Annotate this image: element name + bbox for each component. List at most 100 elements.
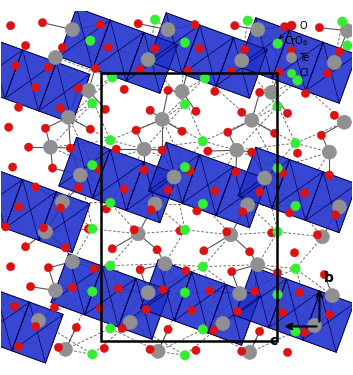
Polygon shape (238, 18, 289, 79)
Circle shape (182, 267, 190, 275)
Circle shape (325, 289, 339, 303)
Circle shape (234, 308, 242, 316)
Circle shape (325, 171, 334, 179)
Circle shape (301, 89, 310, 98)
Circle shape (22, 243, 30, 251)
Circle shape (204, 147, 212, 155)
Circle shape (241, 198, 255, 212)
Circle shape (102, 205, 110, 213)
Circle shape (167, 170, 181, 184)
Circle shape (176, 226, 184, 235)
Polygon shape (272, 159, 323, 220)
Circle shape (11, 61, 20, 70)
Text: b: b (323, 271, 333, 285)
Polygon shape (126, 162, 178, 223)
Circle shape (270, 129, 279, 137)
Circle shape (279, 308, 287, 317)
Circle shape (196, 44, 204, 53)
Circle shape (210, 326, 218, 334)
Polygon shape (118, 278, 170, 339)
Circle shape (8, 163, 17, 171)
Circle shape (55, 195, 70, 209)
Polygon shape (92, 20, 144, 81)
Circle shape (150, 15, 160, 24)
Circle shape (43, 140, 58, 154)
Circle shape (232, 168, 240, 176)
Circle shape (211, 187, 219, 195)
Circle shape (211, 87, 219, 96)
Circle shape (188, 306, 196, 315)
Polygon shape (182, 25, 234, 86)
Circle shape (106, 198, 115, 208)
Circle shape (66, 144, 74, 152)
Polygon shape (0, 290, 29, 351)
Polygon shape (5, 50, 56, 111)
Circle shape (74, 84, 83, 93)
Circle shape (155, 112, 169, 126)
Circle shape (291, 201, 300, 211)
Circle shape (104, 44, 113, 52)
Circle shape (313, 231, 322, 239)
Circle shape (337, 17, 347, 26)
Circle shape (180, 38, 190, 47)
Polygon shape (12, 302, 63, 363)
Circle shape (130, 226, 138, 234)
Circle shape (275, 68, 284, 76)
Circle shape (279, 169, 287, 177)
Circle shape (41, 124, 50, 132)
Polygon shape (208, 284, 259, 345)
Circle shape (198, 136, 208, 146)
Circle shape (151, 344, 165, 358)
Polygon shape (0, 38, 23, 99)
Circle shape (61, 244, 70, 252)
Circle shape (286, 52, 297, 63)
Circle shape (108, 244, 116, 253)
Circle shape (82, 83, 95, 98)
Circle shape (96, 304, 104, 313)
Circle shape (31, 322, 40, 331)
Circle shape (186, 167, 194, 175)
Circle shape (161, 22, 175, 37)
Circle shape (192, 346, 200, 354)
Circle shape (74, 184, 83, 192)
Circle shape (273, 163, 282, 173)
Circle shape (120, 185, 128, 193)
Circle shape (100, 344, 108, 352)
Circle shape (224, 228, 238, 242)
Circle shape (39, 224, 48, 232)
Text: Te: Te (299, 53, 310, 63)
Circle shape (206, 286, 214, 295)
Circle shape (123, 315, 137, 330)
Circle shape (68, 284, 77, 292)
Polygon shape (149, 142, 200, 203)
Circle shape (101, 105, 109, 114)
Circle shape (58, 44, 67, 52)
Circle shape (164, 86, 172, 94)
Circle shape (233, 286, 247, 300)
Circle shape (136, 266, 144, 274)
Circle shape (90, 264, 98, 273)
Bar (101, 73, 277, 341)
Circle shape (323, 69, 331, 78)
Circle shape (192, 107, 200, 116)
Circle shape (291, 249, 299, 257)
Circle shape (223, 228, 231, 236)
Polygon shape (305, 42, 353, 103)
Circle shape (59, 342, 72, 356)
Circle shape (251, 258, 265, 272)
Circle shape (158, 146, 166, 154)
Circle shape (65, 255, 79, 268)
Polygon shape (303, 291, 353, 352)
Circle shape (180, 288, 190, 297)
Polygon shape (0, 167, 23, 228)
Circle shape (141, 286, 155, 300)
Polygon shape (305, 172, 353, 233)
Circle shape (56, 204, 65, 212)
Circle shape (159, 285, 167, 294)
Circle shape (88, 350, 97, 359)
Circle shape (88, 160, 97, 170)
Circle shape (56, 104, 65, 112)
Circle shape (238, 347, 246, 355)
Circle shape (340, 24, 353, 38)
Circle shape (216, 316, 230, 330)
